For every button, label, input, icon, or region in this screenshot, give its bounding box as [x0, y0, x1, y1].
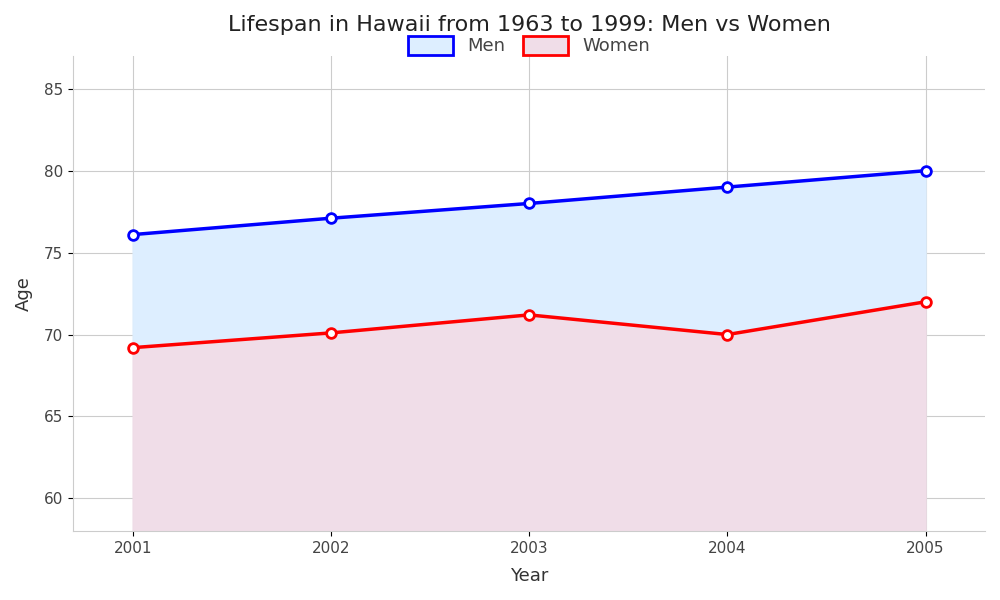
Legend: Men, Women: Men, Women	[399, 27, 660, 64]
X-axis label: Year: Year	[510, 567, 548, 585]
Y-axis label: Age: Age	[15, 276, 33, 311]
Title: Lifespan in Hawaii from 1963 to 1999: Men vs Women: Lifespan in Hawaii from 1963 to 1999: Me…	[228, 15, 831, 35]
